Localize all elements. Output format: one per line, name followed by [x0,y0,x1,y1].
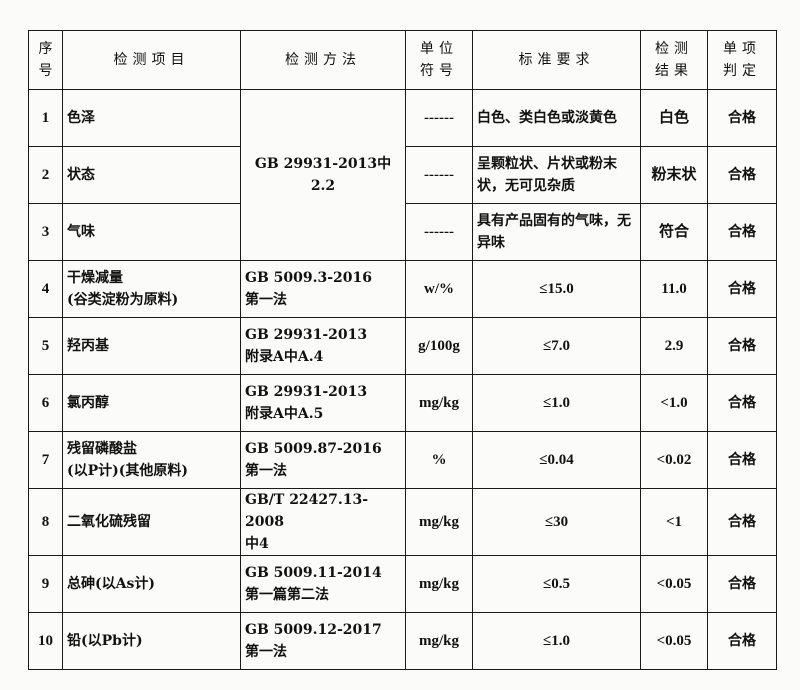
standard-requirement: 呈颗粒状、片状或粉末状，无可见杂质 [472,146,641,204]
standard-requirement: ≤1.0 [472,374,641,432]
header-standard: 标准要求 [472,30,641,90]
test-result: <1 [640,488,708,556]
test-result: <0.05 [640,612,708,670]
test-method: GB 5009.87-2016 第一法 [240,431,406,489]
unit: mg/kg [405,612,473,670]
test-item: 气味 [62,203,241,261]
standard-requirement: ≤15.0 [472,260,641,318]
unit: g/100g [405,317,473,375]
table-row: 6 氯丙醇 GB 29931-2013 附录A中A.5 mg/kg ≤1.0 <1.0 合格 [28,374,777,432]
standard-requirement: ≤30 [472,488,641,556]
test-result: 符合 [640,203,708,261]
test-item: 干燥减量 (谷类淀粉为原料) [62,260,241,318]
unit: % [405,431,473,489]
table-row: 9 总砷(以As计) GB 5009.11-2014 第一篇第二法 mg/kg ≤0.5… [28,555,777,613]
verdict: 合格 [707,317,777,375]
test-method: GB 29931-2013 附录A中A.4 [240,317,406,375]
test-result: <1.0 [640,374,708,432]
header-row: 序 号 检测项目 检测方法 单位 符号 标准要求 检测 结果 单项 判定 [28,30,777,90]
test-method: GB/T 22427.13-2008 中4 [240,488,406,556]
table-row: 10 铅(以Pb计) GB 5009.12-2017 第一法 mg/kg ≤1.0 <0.… [28,612,777,670]
standard-requirement: ≤1.0 [472,612,641,670]
header-method: 检测方法 [240,30,406,90]
test-method: GB 29931-2013中2.2 [240,89,406,261]
test-item: 状态 [62,146,241,204]
table-row: 2 状态 ------ 呈颗粒状、片状或粉末状，无可见杂质 粉末状 合格 [28,146,777,204]
unit: mg/kg [405,488,473,556]
test-result: 2.9 [640,317,708,375]
verdict: 合格 [707,203,777,261]
row-number: 9 [28,555,63,613]
unit: mg/kg [405,555,473,613]
header-result: 检测 结果 [640,30,708,90]
test-result: 11.0 [640,260,708,318]
unit: ------ [405,146,473,204]
table-row: 7 残留磷酸盐 (以P计)(其他原料) GB 5009.87-2016 第一法% ≤0… [28,431,777,489]
standard-requirement: ≤0.5 [472,555,641,613]
test-item: 总砷(以As计) [62,555,241,613]
verdict: 合格 [707,555,777,613]
test-method: GB 29931-2013 附录A中A.5 [240,374,406,432]
table-row: 1 色泽 GB 29931-2013中2.2 ------ 白色、类白色或淡黄色 白色 合格 [28,89,777,261]
standard-requirement: 白色、类白色或淡黄色 [472,89,641,147]
header-no: 序 号 [28,30,63,90]
header-item: 检测项目 [62,30,241,90]
standard-requirement: ≤0.04 [472,431,641,489]
row-number: 7 [28,431,63,489]
test-item: 羟丙基 [62,317,241,375]
test-method: GB 5009.11-2014 第一篇第二法 [240,555,406,613]
verdict: 合格 [707,431,777,489]
standard-requirement: ≤7.0 [472,317,641,375]
test-item: 色泽 [62,89,241,147]
table-row: 5 羟丙基 GB 29931-2013 附录A中A.4 g/100g ≤7.0 2.9 合格 [28,317,777,375]
header-verdict: 单项 判定 [707,30,777,90]
verdict: 合格 [707,612,777,670]
row-number: 8 [28,488,63,556]
verdict: 合格 [707,488,777,556]
row-number: 6 [28,374,63,432]
table-row: 3 气味 ------ 具有产品固有的气味，无异味 符合 合格 [28,203,777,261]
test-item: 二氧化硫残留 [62,488,241,556]
test-result: <0.05 [640,555,708,613]
table-row: 8 二氧化硫残留 GB/T 22427.13-2008 中4 mg/kg ≤30 <1 合格 [28,488,777,556]
row-number: 10 [28,612,63,670]
unit: mg/kg [405,374,473,432]
row-number: 2 [28,146,63,204]
standard-requirement: 具有产品固有的气味，无异味 [472,203,641,261]
test-method: GB 5009.3-2016 第一法 [240,260,406,318]
verdict: 合格 [707,374,777,432]
unit: w/% [405,260,473,318]
test-item: 铅(以Pb计) [62,612,241,670]
row-number: 1 [28,89,63,147]
verdict: 合格 [707,260,777,318]
row-number: 3 [28,203,63,261]
test-results-table: 序 号 检测项目 检测方法 单位 符号 标准要求 检测 结果 单项 判定 1 色泽… [28,30,777,670]
verdict: 合格 [707,146,777,204]
row-number: 4 [28,260,63,318]
unit: ------ [405,89,473,147]
test-item: 残留磷酸盐 (以P计)(其他原料) [62,431,241,489]
unit: ------ [405,203,473,261]
test-result: 粉末状 [640,146,708,204]
test-item: 氯丙醇 [62,374,241,432]
verdict: 合格 [707,89,777,147]
header-unit: 单位 符号 [405,30,473,90]
test-result: 白色 [640,89,708,147]
row-number: 5 [28,317,63,375]
test-method: GB 5009.12-2017 第一法 [240,612,406,670]
test-result: <0.02 [640,431,708,489]
table-row: 4 干燥减量 (谷类淀粉为原料) GB 5009.3-2016 第一法 w/% ≤15.… [28,260,777,318]
